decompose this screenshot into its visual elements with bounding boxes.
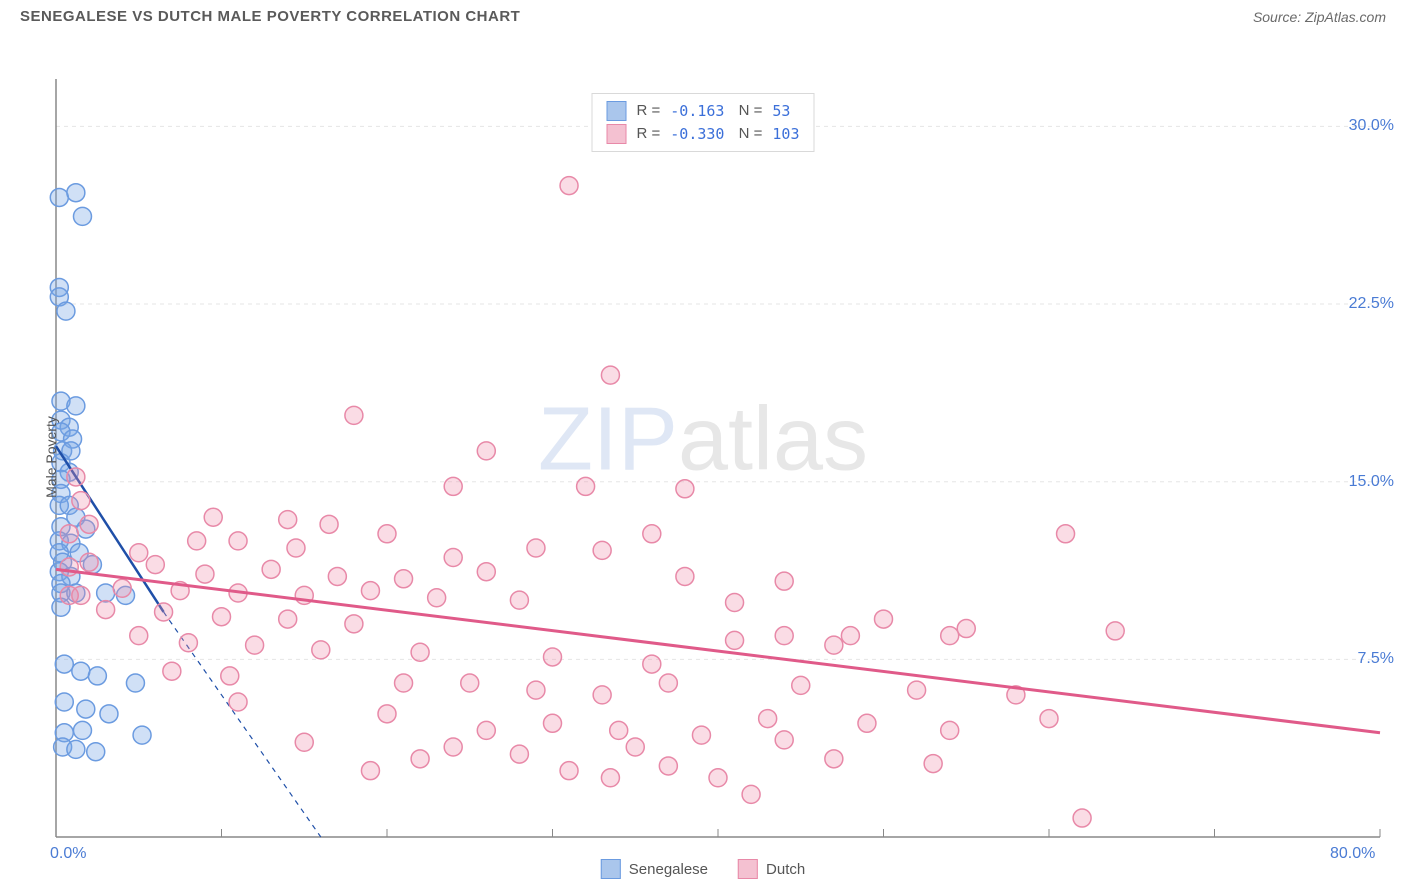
n-label: N =	[734, 123, 762, 146]
r-label: R =	[637, 123, 661, 146]
y-tick-label: 15.0%	[1349, 473, 1394, 491]
r-label: R =	[637, 100, 661, 123]
legend-swatch-senegalese	[601, 859, 621, 879]
legend-swatch-dutch	[738, 859, 758, 879]
y-tick-label: 22.5%	[1349, 295, 1394, 313]
scatter-chart	[0, 29, 1406, 869]
y-tick-label: 7.5%	[1358, 650, 1394, 668]
legend-label-senegalese: Senegalese	[629, 861, 708, 878]
stats-row-dutch: R = -0.330 N = 103	[607, 123, 800, 146]
bottom-legend: Senegalese Dutch	[601, 859, 805, 879]
chart-area: Male Poverty ZIPatlas R = -0.163 N = 53 …	[0, 29, 1406, 885]
r-value-dutch: -0.330	[670, 123, 724, 146]
r-value-senegalese: -0.163	[670, 100, 724, 123]
n-value-senegalese: 53	[772, 100, 790, 123]
swatch-dutch	[607, 124, 627, 144]
stats-legend: R = -0.163 N = 53 R = -0.330 N = 103	[592, 93, 815, 152]
swatch-senegalese	[607, 101, 627, 121]
x-end-label: 80.0%	[1330, 845, 1375, 863]
chart-header: SENEGALESE VS DUTCH MALE POVERTY CORRELA…	[0, 0, 1406, 29]
legend-item-dutch: Dutch	[738, 859, 805, 879]
y-axis-label: Male Poverty	[43, 416, 59, 498]
legend-label-dutch: Dutch	[766, 861, 805, 878]
x-start-label: 0.0%	[50, 845, 86, 863]
stats-row-senegalese: R = -0.163 N = 53	[607, 100, 800, 123]
y-tick-label: 30.0%	[1349, 117, 1394, 135]
n-value-dutch: 103	[772, 123, 799, 146]
chart-title: SENEGALESE VS DUTCH MALE POVERTY CORRELA…	[20, 8, 520, 25]
chart-source: Source: ZipAtlas.com	[1253, 9, 1386, 25]
legend-item-senegalese: Senegalese	[601, 859, 708, 879]
n-label: N =	[734, 100, 762, 123]
